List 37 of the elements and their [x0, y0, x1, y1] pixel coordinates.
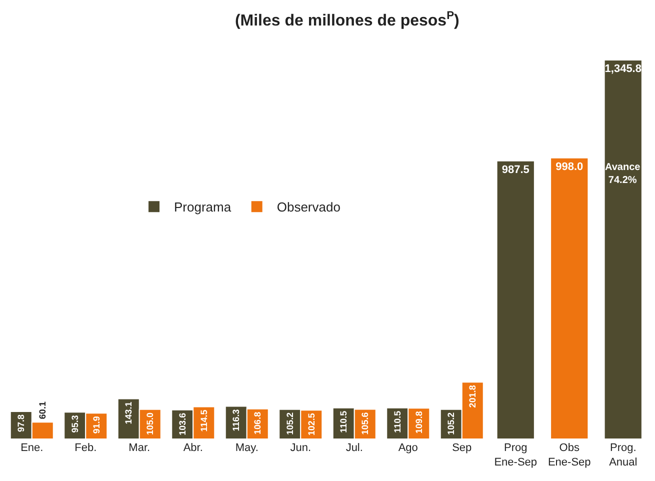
data-label: 91.9	[91, 416, 102, 434]
data-label: 114.5	[198, 410, 209, 432]
annotation: Avance 74.2%	[605, 162, 641, 186]
data-label: 60.1	[38, 402, 48, 420]
data-label: 116.3	[231, 409, 242, 432]
data-label: 97.8	[16, 414, 26, 432]
x-tick-label: Abr.	[183, 442, 203, 454]
x-tick-label: Jun.	[290, 442, 312, 454]
x-tick-label: Obs Ene-Sep	[548, 442, 591, 468]
x-tick-label: May.	[235, 442, 258, 454]
data-label: 106.8	[252, 412, 263, 434]
data-label: 103.6	[177, 412, 188, 436]
data-label: 105.6	[360, 412, 370, 435]
data-label: 110.5	[338, 410, 349, 433]
data-label: 998.0	[556, 160, 584, 173]
data-label: 102.5	[306, 413, 316, 436]
data-label: 1,345.8	[604, 62, 642, 75]
x-tick-label: Feb.	[74, 442, 97, 454]
data-label: 105.2	[284, 412, 295, 435]
data-label: 105.2	[446, 412, 456, 435]
data-label: 987.5	[502, 164, 530, 176]
x-tick-label: Prog. Anual	[609, 442, 638, 468]
data-label: 143.1	[124, 402, 134, 424]
x-tick-label: Prog Ene-Sep	[494, 442, 538, 468]
x-tick-label: Mar.	[128, 442, 150, 454]
legend-label: Programa	[174, 200, 232, 215]
data-label: 110.5	[392, 410, 402, 433]
x-tick-label: Ene.	[20, 442, 44, 454]
x-tick-label: Ago	[398, 442, 418, 454]
data-label: 109.8	[414, 411, 424, 434]
data-label: 95.3	[70, 415, 80, 433]
x-tick-label: Jul.	[346, 442, 363, 454]
data-label: 201.8	[468, 385, 478, 408]
data-label: 105.0	[145, 412, 156, 435]
legend-label: Observado	[276, 200, 340, 215]
x-tick-label: Sep	[452, 442, 472, 454]
chart-title: (Miles de millones de pesos$^{P}$)	[234, 10, 460, 30]
